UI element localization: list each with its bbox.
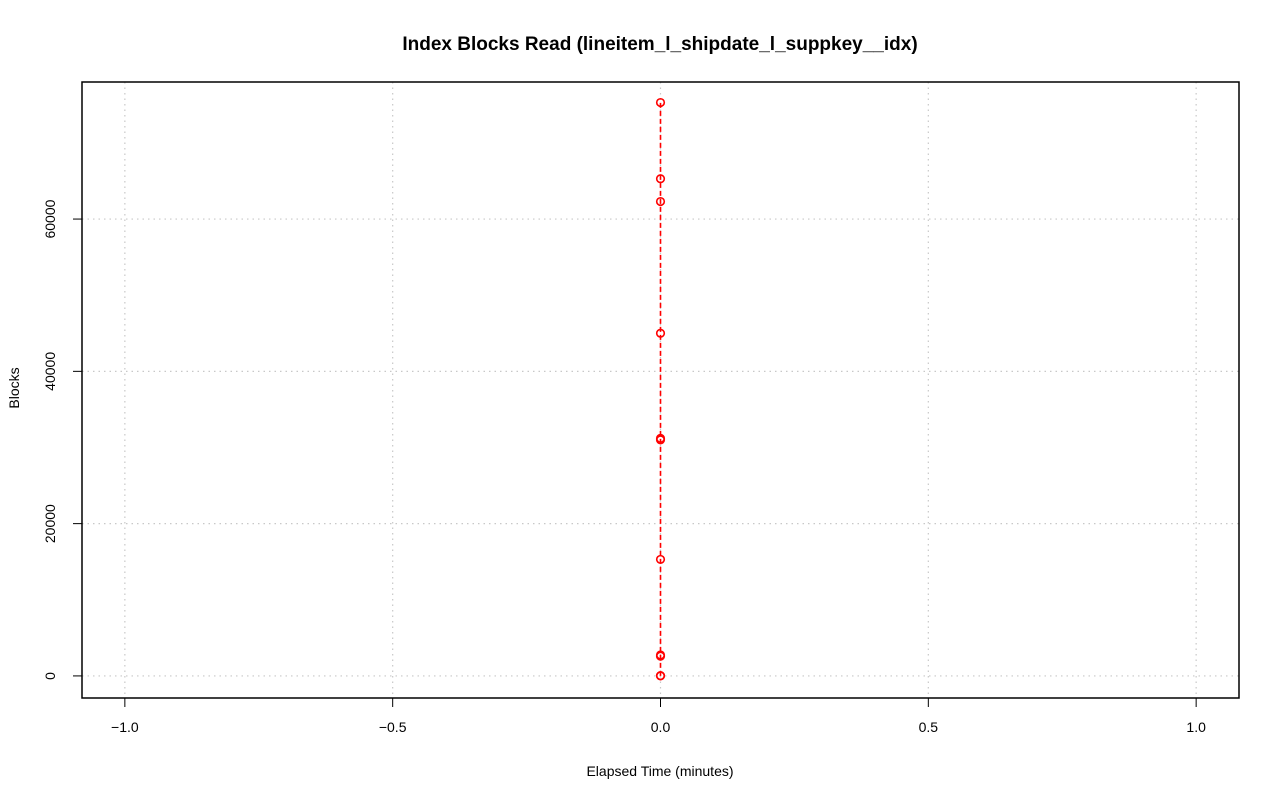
y-axis-label: Blocks: [6, 367, 22, 408]
x-tick-label: 0.5: [919, 719, 939, 735]
data-point: [655, 196, 666, 207]
x-axis: −1.0 −0.5 0.0 0.5 1.0: [111, 697, 1206, 735]
y-axis: 0 20000 40000 60000: [42, 199, 83, 680]
data-point: [655, 174, 666, 184]
data-point: [655, 328, 666, 338]
data-point: [655, 433, 666, 443]
x-tick-label: 0.0: [651, 719, 671, 735]
y-tick-label: 20000: [42, 504, 58, 543]
x-axis-label: Elapsed Time (minutes): [586, 763, 733, 779]
data-series: [655, 97, 666, 681]
chart-title: Index Blocks Read (lineitem_l_shipdate_l…: [402, 34, 917, 55]
x-tick-label: 1.0: [1186, 719, 1206, 735]
y-tick-label: 0: [42, 672, 58, 680]
y-tick-label: 60000: [42, 199, 58, 238]
x-tick-label: −1.0: [111, 719, 139, 735]
data-point: [655, 650, 666, 660]
x-tick-label: −0.5: [379, 719, 407, 735]
data-point: [655, 554, 666, 565]
data-point: [655, 97, 666, 108]
data-point: [655, 671, 666, 681]
y-tick-label: 40000: [42, 352, 58, 391]
